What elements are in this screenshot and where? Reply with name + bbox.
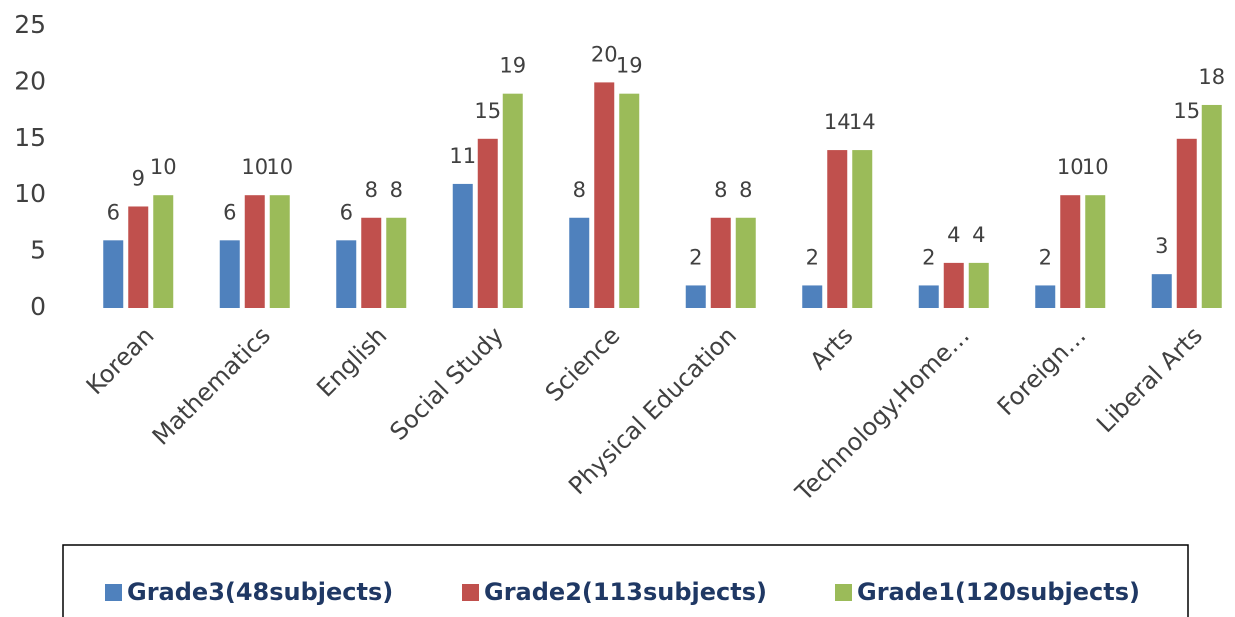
data-label: 8 bbox=[390, 178, 403, 202]
legend-swatch bbox=[835, 584, 852, 601]
data-label: 10 bbox=[241, 155, 268, 179]
bar bbox=[735, 217, 756, 308]
bar bbox=[386, 217, 407, 308]
bar bbox=[594, 82, 615, 309]
y-tick-label: 20 bbox=[14, 66, 46, 95]
data-label: 8 bbox=[365, 178, 378, 202]
x-tick-label: English bbox=[311, 321, 392, 402]
bar bbox=[1151, 274, 1172, 308]
bar bbox=[852, 150, 873, 308]
data-label: 9 bbox=[132, 166, 145, 190]
bar bbox=[1085, 195, 1106, 308]
x-tick-label: Arts bbox=[805, 321, 859, 375]
data-label: 19 bbox=[616, 54, 643, 78]
legend-label: Grade1(120subjects) bbox=[857, 578, 1140, 606]
bar bbox=[827, 150, 848, 308]
data-label: 8 bbox=[573, 178, 586, 202]
data-label: 10 bbox=[150, 155, 177, 179]
data-label: 6 bbox=[223, 200, 236, 224]
data-label: 2 bbox=[689, 245, 702, 269]
bar bbox=[153, 195, 174, 308]
bar bbox=[710, 217, 731, 308]
bar bbox=[1176, 138, 1197, 308]
x-tick-label: Liberal Arts bbox=[1091, 321, 1208, 438]
bar bbox=[103, 240, 124, 308]
y-tick-label: 0 bbox=[30, 292, 46, 321]
bar bbox=[918, 285, 939, 308]
data-label: 2 bbox=[806, 245, 819, 269]
bar bbox=[244, 195, 265, 308]
bar bbox=[943, 262, 964, 308]
bar bbox=[1201, 104, 1222, 309]
data-label: 18 bbox=[1198, 65, 1225, 89]
x-tick-label: Science bbox=[540, 321, 626, 407]
bar bbox=[452, 183, 473, 308]
data-label: 15 bbox=[1173, 99, 1200, 123]
legend-swatch bbox=[105, 584, 122, 601]
bar bbox=[336, 240, 357, 308]
legend-swatch bbox=[462, 584, 479, 601]
y-tick-label: 10 bbox=[14, 179, 46, 208]
x-tick-label: Mathematics bbox=[147, 321, 276, 450]
bar bbox=[269, 195, 290, 308]
data-label: 10 bbox=[1082, 155, 1109, 179]
data-label: 10 bbox=[1057, 155, 1084, 179]
bar bbox=[569, 217, 590, 308]
legend-label: Grade3(48subjects) bbox=[127, 578, 393, 606]
bar bbox=[619, 93, 640, 309]
bar bbox=[968, 262, 989, 308]
x-tick-label: Foreign… bbox=[992, 321, 1092, 421]
data-label: 19 bbox=[499, 54, 526, 78]
data-label: 2 bbox=[1039, 245, 1052, 269]
data-label: 15 bbox=[474, 99, 501, 123]
legend-box bbox=[62, 544, 1189, 617]
bar bbox=[1035, 285, 1056, 308]
bar bbox=[361, 217, 382, 308]
x-tick-label: Korean bbox=[81, 321, 160, 400]
data-label: 4 bbox=[972, 223, 985, 247]
bar bbox=[502, 93, 523, 309]
y-tick-label: 5 bbox=[30, 236, 46, 265]
data-label: 8 bbox=[739, 178, 752, 202]
legend-label: Grade2(113subjects) bbox=[484, 578, 767, 606]
data-label: 4 bbox=[947, 223, 960, 247]
y-tick-label: 25 bbox=[14, 10, 46, 39]
data-label: 8 bbox=[714, 178, 727, 202]
data-label: 3 bbox=[1155, 234, 1168, 258]
y-tick-label: 15 bbox=[14, 123, 46, 152]
bar bbox=[802, 285, 823, 308]
data-label: 6 bbox=[340, 200, 353, 224]
data-label: 20 bbox=[591, 42, 618, 66]
data-label: 11 bbox=[449, 144, 476, 168]
data-label: 10 bbox=[266, 155, 293, 179]
data-label: 6 bbox=[107, 200, 120, 224]
data-label: 2 bbox=[922, 245, 935, 269]
bar bbox=[1060, 195, 1081, 308]
bar bbox=[685, 285, 706, 308]
x-tick-label: Social Study bbox=[384, 321, 509, 446]
bar bbox=[219, 240, 240, 308]
data-label: 14 bbox=[849, 110, 876, 134]
bar bbox=[128, 206, 149, 308]
data-label: 14 bbox=[824, 110, 851, 134]
bar bbox=[477, 138, 498, 308]
